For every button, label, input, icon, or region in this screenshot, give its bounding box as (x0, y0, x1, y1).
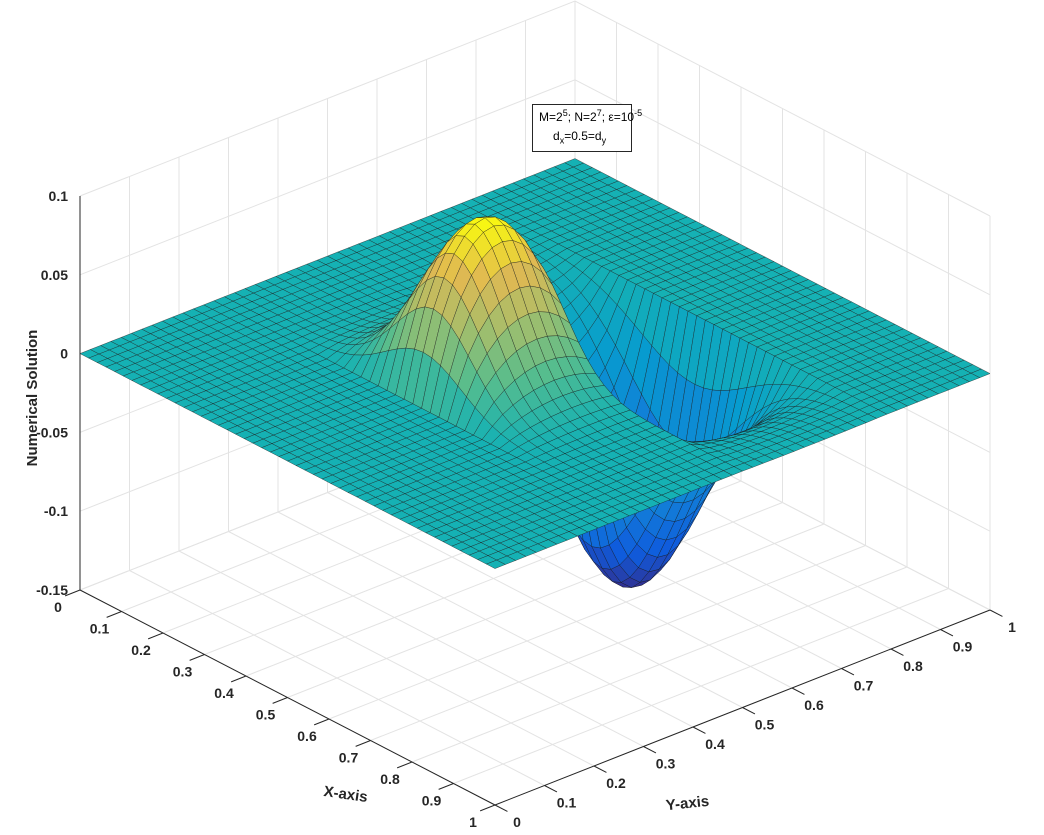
y-tick-mark (593, 765, 607, 773)
floor-grid-x-7 (370, 545, 866, 741)
x-tick-mark (272, 697, 288, 704)
x-tick-label: 0.9 (422, 793, 442, 809)
annotation-m-prefix: M=2 (539, 110, 563, 124)
y-tick-label: 0.5 (755, 717, 775, 733)
x-tick-label: 1 (469, 814, 477, 830)
x-tick-label: 0 (54, 599, 62, 615)
annotation-dy-sub: y (601, 135, 607, 146)
y-tick-mark (692, 726, 706, 734)
floor-grid-x-8 (411, 566, 908, 763)
z-tick-label: 0.05 (41, 267, 68, 283)
y-tick-mark (791, 687, 805, 695)
floor-grid-x-6 (328, 523, 825, 720)
x-tick-label: 0.8 (380, 771, 400, 787)
x-tick-mark (189, 654, 205, 661)
annotation-m-exp: 5 (562, 108, 568, 118)
y-tick-label: 0.9 (953, 639, 973, 655)
y-tick-mark (890, 648, 904, 656)
x-tick-label: 0.3 (173, 664, 193, 680)
parameter-annotation: M=25; N=27; ε=10-5 dx=0.5=dy (532, 104, 642, 152)
y-tick-label: 0.3 (656, 756, 676, 772)
y-tick-mark (989, 609, 1003, 617)
x-tick-label: 0.2 (131, 642, 151, 658)
x-tick-label: 0.7 (339, 750, 359, 766)
y-tick-label: 0.2 (606, 775, 626, 791)
annotation-eps-exp: -5 (634, 108, 643, 118)
x-tick-label: 0.1 (90, 621, 110, 637)
x-tick-mark (479, 804, 496, 812)
y-tick-mark (643, 746, 657, 754)
y-tick-label: 0.8 (903, 658, 923, 674)
annotation-d-prefix: d (553, 129, 560, 143)
x-tick-label: 0.5 (256, 707, 276, 723)
y-tick-label: 0 (513, 814, 521, 830)
x-tick-mark (396, 761, 413, 769)
z-tick-label: -0.05 (36, 424, 68, 440)
y-tick-mark (494, 804, 508, 812)
y-axis-label: Y-axis (665, 793, 710, 814)
y-tick-label: 0.1 (557, 795, 577, 811)
x-tick-mark (230, 675, 247, 683)
annotation-eps-prefix: ; ε=10 (601, 110, 635, 124)
z-axis-label: Numerical Solution (24, 330, 41, 467)
floor-grid-y-5 (327, 492, 743, 708)
annotation-dx-sub: x (559, 135, 565, 146)
z-tick-label: 0 (60, 346, 68, 362)
annotation-line-1: M=25; N=27; ε=10-5 (539, 108, 642, 124)
y-tick-label: 0.7 (854, 678, 874, 694)
surface-layer (79, 158, 991, 588)
y-tick-mark (841, 668, 855, 676)
x-tick-label: 0.4 (214, 685, 234, 701)
x-tick-mark (438, 783, 454, 790)
y-tick-label: 0.6 (804, 697, 824, 713)
floor-grid-x-9 (453, 588, 949, 784)
z-tick-label: -0.1 (44, 503, 68, 519)
x-tick-mark (355, 740, 371, 747)
y-tick-label: 0.4 (705, 736, 725, 752)
x-tick-label: 0.6 (297, 728, 317, 744)
y-tick-mark (544, 785, 558, 793)
x-tick-mark (313, 718, 330, 726)
y-tick-label: 1 (1008, 619, 1016, 635)
annotation-d-mid: =0.5=d (564, 129, 602, 143)
x-tick-mark (64, 589, 81, 597)
annotation-n-prefix: ; N=2 (567, 110, 597, 124)
tick-labels: 0 0.1 0.2 0.3 0.4 0.5 0.6 0.7 0.8 0.9 1 0 0.1 0.2 0.3 0… (36, 188, 1016, 830)
y-tick-mark (940, 629, 954, 637)
y-tick-mark (742, 707, 756, 715)
x-tick-mark (147, 632, 164, 640)
surface-patch (485, 559, 506, 569)
annotation-n-exp: 7 (596, 108, 602, 118)
z-tick-label: 0.1 (49, 188, 69, 204)
x-tick-mark (106, 611, 122, 618)
x-axis-label: X-axis (323, 783, 369, 806)
annotation-line-2: dx=0.5=dy (553, 129, 606, 145)
z-tick-label: -0.15 (36, 582, 68, 598)
